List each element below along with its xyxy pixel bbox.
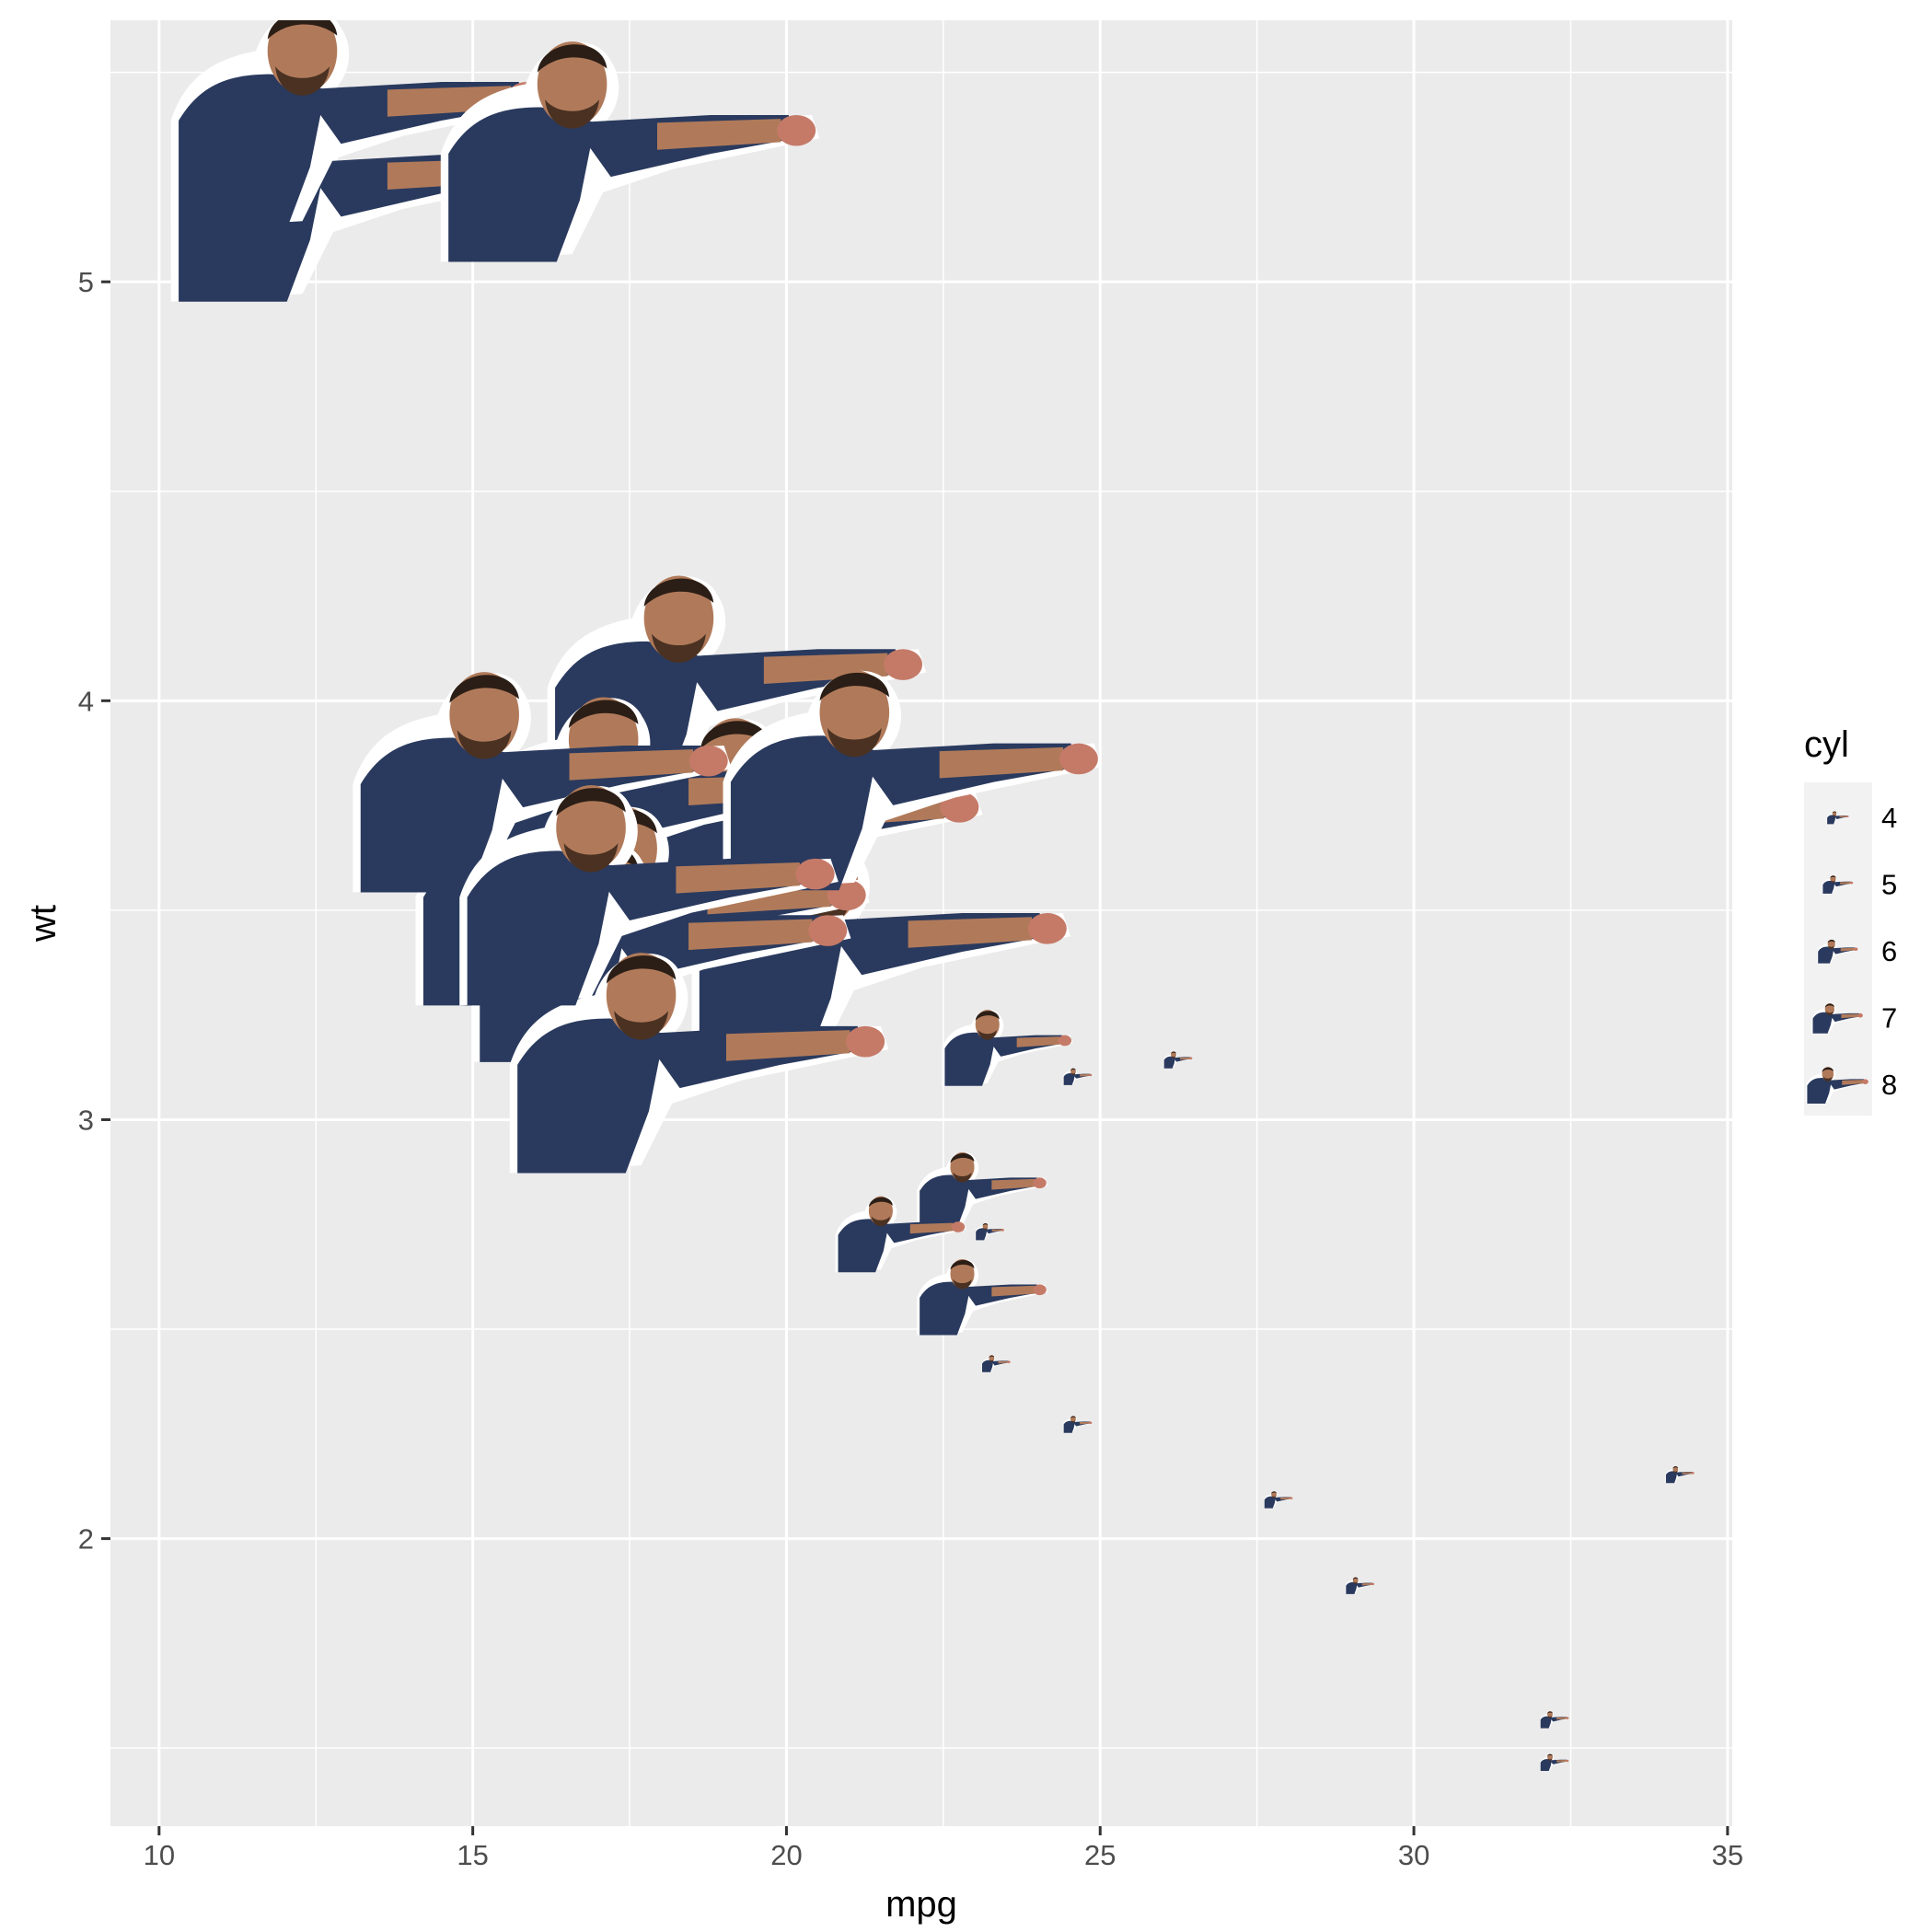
legend-title: cyl <box>1804 724 1849 765</box>
y-axis: 2 3 4 5 <box>78 266 110 1556</box>
x-tick-label: 20 <box>770 1839 802 1871</box>
grid-major <box>110 20 1732 1826</box>
x-tick-label: 15 <box>457 1839 488 1871</box>
x-tick-label: 35 <box>1712 1839 1743 1871</box>
x-tick-label: 25 <box>1084 1839 1116 1871</box>
legend-label: 6 <box>1881 935 1897 967</box>
legend: cyl 4 5 6 7 8 <box>1804 724 1897 1116</box>
legend-label: 5 <box>1881 869 1897 901</box>
y-axis-title: wt <box>23 905 64 943</box>
x-axis: 10 15 20 25 30 35 <box>144 1826 1743 1871</box>
data-point <box>1760 1619 1789 1636</box>
x-tick-label: 10 <box>144 1839 175 1871</box>
x-tick-label: 30 <box>1398 1839 1429 1871</box>
legend-label: 4 <box>1881 802 1897 834</box>
y-tick-label: 5 <box>78 266 94 298</box>
y-tick-label: 2 <box>78 1523 94 1556</box>
y-tick-label: 3 <box>78 1104 94 1136</box>
y-tick-label: 4 <box>78 685 94 717</box>
x-axis-title: mpg <box>885 1884 957 1925</box>
legend-items: 4 5 6 7 8 <box>1806 802 1897 1104</box>
legend-label: 7 <box>1881 1002 1897 1035</box>
legend-label: 8 <box>1881 1069 1897 1101</box>
